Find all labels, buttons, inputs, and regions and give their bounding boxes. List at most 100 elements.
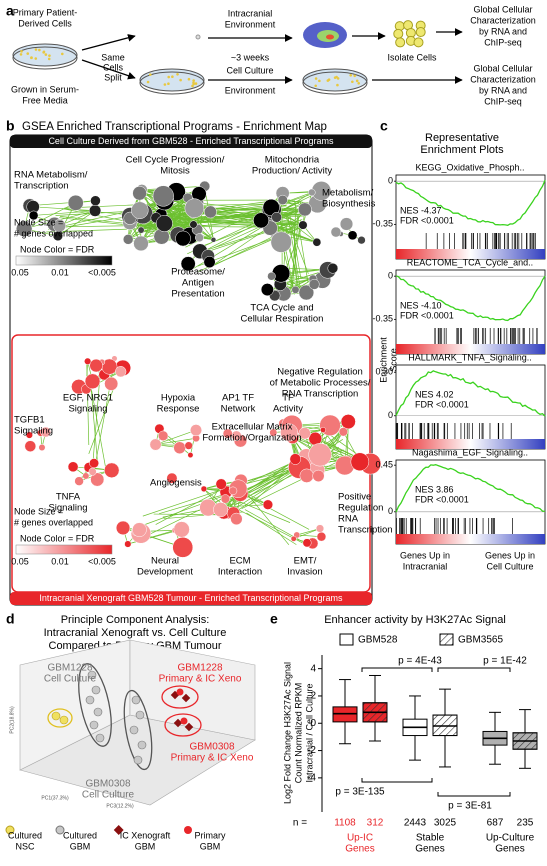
nes: NES 4.02: [415, 389, 454, 399]
cell: [176, 72, 179, 76]
node: [340, 414, 356, 430]
legend-swatch: [113, 825, 124, 835]
axis-label: PC3(12.2%): [106, 803, 134, 809]
panel-label: d: [6, 611, 15, 627]
cluster-label: Activity: [273, 404, 303, 415]
edge: [246, 512, 297, 545]
label: Primary Patient-: [13, 7, 78, 17]
node: [297, 202, 312, 217]
label: ~3 weeks: [231, 52, 270, 62]
n-label: 1108: [334, 818, 356, 829]
edge: [241, 458, 344, 509]
top-header-bar: [10, 135, 372, 148]
y-tick-label: -0.35: [372, 219, 393, 229]
cluster-label: Presentation: [171, 289, 224, 300]
edge: [243, 489, 290, 546]
cluster-label: AP1 TF: [222, 393, 254, 404]
node: [88, 467, 97, 476]
bottom-footer-bar: [10, 592, 372, 605]
group-ellipse: [123, 689, 153, 771]
cluster-label: Cell Cycle Progression/: [126, 155, 225, 166]
cell: [148, 73, 152, 76]
enrichment-curve: [395, 464, 546, 513]
edge: [90, 387, 108, 475]
label: Cells: [103, 62, 124, 72]
panel-title: Intracranial Xenograft vs. Cell Culture: [44, 627, 227, 639]
node: [132, 522, 147, 538]
sample-point: [137, 740, 147, 750]
cluster-label: RNA Metabolism/: [14, 170, 88, 181]
cell: [34, 48, 38, 51]
node: [104, 376, 119, 391]
scale-label: <0.005: [88, 267, 116, 277]
node: [222, 428, 233, 439]
node: [115, 366, 127, 378]
node: [149, 438, 162, 451]
scale-label: 0.05: [11, 267, 29, 277]
x-label: Genes Up in: [400, 550, 450, 560]
axis-label: Enrichment: [378, 337, 388, 383]
cell: [167, 75, 171, 79]
label: by RNA and: [479, 85, 527, 95]
node: [298, 220, 308, 230]
x-tick-label: Genes: [495, 844, 524, 855]
legend-text: # genes overlapped: [14, 228, 93, 238]
chart-title: Enhancer activity by H3K27Ac Signal: [324, 614, 506, 626]
y-axis-label: Log2 Fold Change H3K27Ac Signal: [282, 662, 292, 804]
cell: [146, 80, 150, 84]
node: [289, 453, 302, 465]
sample-point: [129, 725, 139, 735]
cluster-label: Mitochondria: [265, 155, 320, 166]
edge: [155, 437, 197, 445]
n-label: 2443: [404, 818, 427, 829]
node: [173, 521, 190, 538]
arrow: [81, 34, 136, 51]
node: [184, 441, 193, 450]
cluster-label: TGFB1: [14, 415, 45, 426]
edge: [142, 487, 227, 517]
cell: [194, 82, 198, 85]
cluster-label: EGF, NRG1: [63, 393, 113, 404]
fdr: FDR <0.0001: [415, 399, 469, 409]
node: [88, 204, 102, 217]
node: [330, 226, 342, 238]
node: [262, 499, 274, 510]
cluster-label: Transcription: [14, 181, 69, 192]
label: Global Cellular: [473, 63, 532, 73]
cluster-label: RNA Transcription: [282, 389, 359, 400]
group-ellipse: [78, 663, 112, 747]
legend-text: Cultured: [8, 830, 42, 840]
panel-label: e: [270, 611, 278, 627]
node: [302, 538, 312, 548]
node: [173, 441, 186, 455]
node: [25, 431, 33, 439]
node: [290, 535, 297, 542]
edge: [192, 213, 214, 241]
sample-point: [93, 707, 103, 717]
node: [67, 194, 84, 211]
cluster-label: Formation/Organization: [202, 433, 301, 444]
node: [74, 476, 84, 486]
n-label: n =: [293, 818, 307, 829]
cluster-label: TCA Cycle and: [250, 303, 313, 314]
sample-point: [91, 685, 101, 695]
cluster-label: Negative Regulation: [277, 367, 363, 378]
culture-dish: [139, 68, 205, 92]
node: [220, 494, 231, 504]
label: Characterization: [470, 74, 536, 84]
cluster-label: Cellular Respiration: [241, 314, 324, 325]
cell: [192, 82, 195, 86]
edge: [159, 493, 227, 514]
sample-point: [131, 695, 141, 705]
cell: [351, 80, 354, 84]
node: [90, 472, 105, 487]
node: [357, 236, 366, 245]
cluster-label: TNFA: [56, 492, 81, 503]
node: [277, 194, 288, 205]
color-scale: [15, 255, 113, 266]
node: [271, 264, 291, 283]
cell: [314, 77, 318, 80]
sample-point: [133, 755, 143, 765]
x-tick-label: Up-IC: [347, 833, 373, 844]
y-tick-label: 0: [388, 271, 393, 281]
